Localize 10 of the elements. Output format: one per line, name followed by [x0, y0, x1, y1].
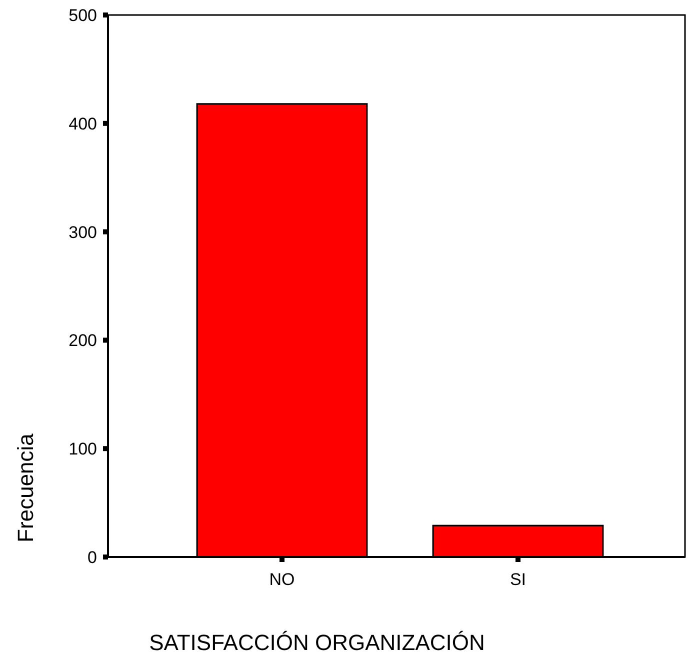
y-tick-label: 300: [68, 222, 97, 242]
y-tick-label: 500: [68, 6, 97, 25]
x-axis-title: SATISFACCIÓN ORGANIZACIÓN: [149, 630, 485, 655]
x-tick-label: SI: [510, 570, 526, 589]
y-tick-label: 100: [68, 440, 97, 459]
y-tick-label: 0: [88, 548, 97, 567]
y-tick-label: 200: [68, 331, 97, 350]
y-tick-label: 400: [68, 114, 97, 134]
x-tick-label: NO: [269, 570, 295, 589]
y-axis-title: Frecuencia: [13, 432, 38, 542]
